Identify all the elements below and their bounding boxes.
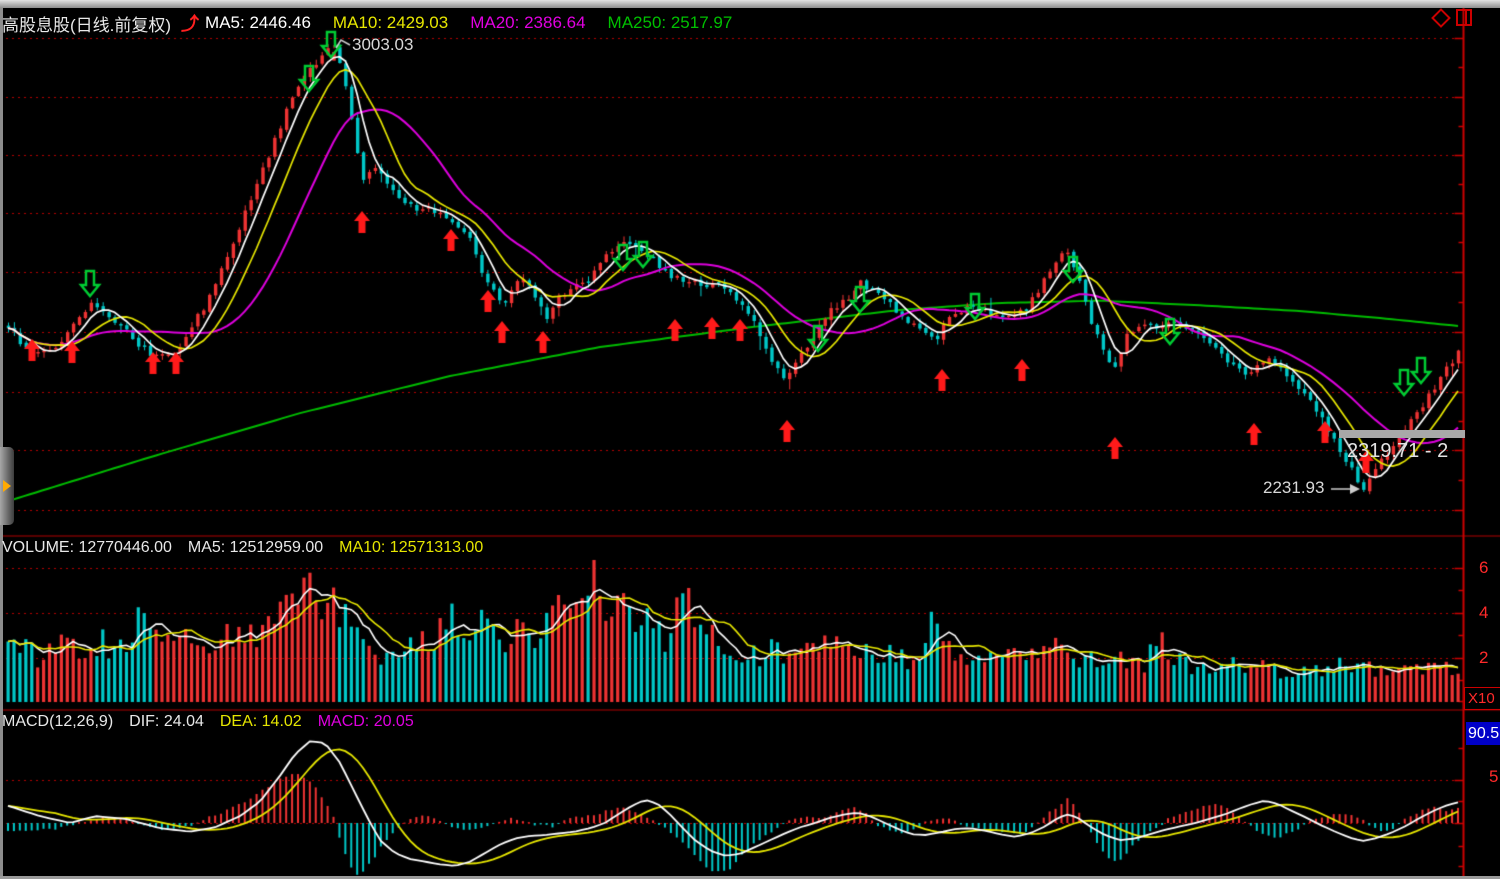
window-top-border bbox=[0, 0, 1500, 8]
macd-dif: DIF: 24.04 bbox=[129, 713, 204, 730]
macd-value-box: 90.5 bbox=[1466, 722, 1500, 745]
peak-price-annotation: 3003.03 bbox=[352, 35, 414, 54]
last-price-annotation: 2319.71 - 2 bbox=[1347, 440, 1449, 462]
volume-axis-label-2: 2 bbox=[1479, 648, 1489, 667]
chart-title-legend: 高股息股(日线.前复权) ⤴︎ MA5: 2446.46 MA10: 2429.… bbox=[2, 10, 754, 36]
volume-panel-header: VOLUME: 12770446.00 MA5: 12512959.00 MA1… bbox=[2, 539, 499, 557]
sidebar-flyout-handle[interactable] bbox=[0, 447, 14, 525]
trend-up-arrow-icon: ⤴︎ bbox=[181, 14, 200, 34]
volume-axis-label-4: 4 bbox=[1479, 603, 1489, 622]
volume-value: VOLUME: 12770446.00 bbox=[2, 539, 172, 556]
volume-ma10: MA10: 12571313.00 bbox=[339, 539, 484, 556]
window-bottom-border bbox=[0, 876, 1500, 879]
legend-ma20: MA20: 2386.64 bbox=[470, 13, 586, 32]
volume-axis-label-6: 6 bbox=[1479, 558, 1489, 577]
stock-title: 高股息股(日线.前复权) bbox=[2, 15, 172, 35]
diamond-icon[interactable] bbox=[1431, 7, 1451, 28]
macd-value: MACD: 20.05 bbox=[317, 713, 414, 730]
macd-name: MACD(12,26,9) bbox=[2, 713, 114, 730]
corner-icons bbox=[1431, 7, 1472, 28]
macd-dea: DEA: 14.02 bbox=[219, 713, 302, 730]
expand-arrow-icon bbox=[3, 480, 11, 492]
window-left-border bbox=[0, 8, 3, 876]
macd-panel-header: MACD(12,26,9) DIF: 24.04 DEA: 14.02 MACD… bbox=[2, 713, 430, 731]
legend-ma10: MA10: 2429.03 bbox=[332, 13, 449, 32]
legend-ma5: MA5: 2446.46 bbox=[205, 13, 311, 32]
legend-ma250: MA250: 2517.97 bbox=[607, 13, 733, 32]
volume-unit-box: X10 bbox=[1464, 687, 1500, 710]
low-price-annotation: 2231.93 bbox=[1263, 478, 1325, 497]
volume-ma5: MA5: 12512959.00 bbox=[187, 539, 324, 556]
split-window-icon[interactable] bbox=[1456, 9, 1472, 26]
macd-axis-label-50: 5 bbox=[1489, 767, 1499, 786]
last-price-highlight-bar bbox=[1339, 430, 1465, 438]
